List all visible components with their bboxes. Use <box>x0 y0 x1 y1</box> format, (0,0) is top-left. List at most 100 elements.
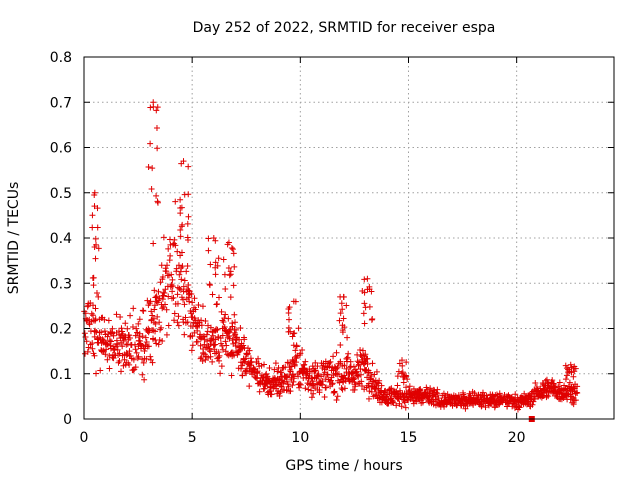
data-point <box>294 352 301 359</box>
data-point <box>141 348 148 355</box>
data-point <box>142 334 149 341</box>
data-point <box>533 383 540 390</box>
data-point <box>286 304 293 311</box>
data-point <box>301 365 308 372</box>
data-point <box>529 401 536 408</box>
data-point <box>155 288 162 295</box>
data-point <box>400 373 407 380</box>
data-point <box>148 308 155 315</box>
data-point <box>354 372 361 379</box>
data-point <box>295 373 302 380</box>
data-point <box>222 348 229 355</box>
data-point <box>218 308 225 315</box>
data-point <box>551 380 558 387</box>
data-point <box>531 395 538 402</box>
data-point <box>186 298 193 305</box>
data-point <box>532 379 539 386</box>
data-point <box>243 351 250 358</box>
data-point <box>290 298 297 305</box>
data-point <box>312 359 319 366</box>
data-point <box>361 289 368 296</box>
data-point <box>359 382 366 389</box>
data-point <box>134 355 141 362</box>
data-point <box>149 359 156 366</box>
data-point <box>302 358 309 365</box>
data-point <box>220 256 227 263</box>
data-point <box>111 346 118 353</box>
x-tick-label: 10 <box>291 430 309 446</box>
data-point <box>333 349 340 356</box>
data-point <box>359 347 366 354</box>
grid <box>84 57 614 419</box>
data-point <box>159 305 166 312</box>
data-point <box>104 356 111 363</box>
y-tick-label: 0.2 <box>50 322 72 338</box>
data-point <box>424 386 431 393</box>
data-point <box>330 389 337 396</box>
data-point <box>225 315 232 322</box>
data-point <box>263 370 270 377</box>
data-point <box>118 368 125 375</box>
data-point <box>295 325 302 332</box>
data-point <box>344 334 351 341</box>
data-point <box>547 383 554 390</box>
data-point <box>291 362 298 369</box>
data-point <box>229 246 236 253</box>
data-point <box>361 320 368 327</box>
data-point <box>92 255 99 262</box>
data-point <box>231 329 238 336</box>
data-point <box>147 356 154 363</box>
data-point <box>163 306 170 313</box>
data-point <box>305 386 312 393</box>
data-point <box>160 234 167 241</box>
data-point <box>246 383 253 390</box>
data-point <box>174 319 181 326</box>
data-point <box>276 393 283 400</box>
data-point <box>199 303 206 310</box>
data-point <box>105 317 112 324</box>
data-point <box>113 311 120 318</box>
data-point <box>151 287 158 294</box>
data-point <box>516 404 523 411</box>
data-point <box>132 332 139 339</box>
data-point <box>314 372 321 379</box>
data-point <box>81 330 88 337</box>
data-point <box>331 389 338 396</box>
y-tick-label: 0.8 <box>50 50 72 66</box>
data-point <box>241 358 248 365</box>
data-point <box>93 290 100 297</box>
data-point <box>119 330 126 337</box>
data-point <box>89 340 96 347</box>
data-point <box>183 268 190 275</box>
data-point <box>334 393 341 400</box>
data-point <box>255 355 262 362</box>
data-point <box>225 265 232 272</box>
data-point <box>92 305 99 312</box>
data-point <box>93 370 100 377</box>
data-point <box>135 353 142 360</box>
data-point <box>354 358 361 365</box>
data-point <box>135 320 142 327</box>
data-point <box>544 380 551 387</box>
chart-title: Day 252 of 2022, SRMTID for receiver esp… <box>193 20 496 36</box>
data-point <box>398 403 405 410</box>
data-point <box>162 301 169 308</box>
data-point <box>92 235 99 242</box>
data-point <box>369 378 376 385</box>
data-point <box>162 265 169 272</box>
data-point <box>116 350 123 357</box>
data-point <box>387 386 394 393</box>
data-point <box>238 365 245 372</box>
data-point <box>304 380 311 387</box>
data-point <box>170 294 177 301</box>
data-point <box>366 369 373 376</box>
data-point <box>151 302 158 309</box>
data-point <box>203 331 210 338</box>
data-point <box>239 362 246 369</box>
data-point <box>215 349 222 356</box>
data-point <box>152 328 159 335</box>
data-point <box>185 281 192 288</box>
data-point <box>185 191 192 198</box>
data-point <box>365 395 372 402</box>
data-point <box>88 310 95 317</box>
